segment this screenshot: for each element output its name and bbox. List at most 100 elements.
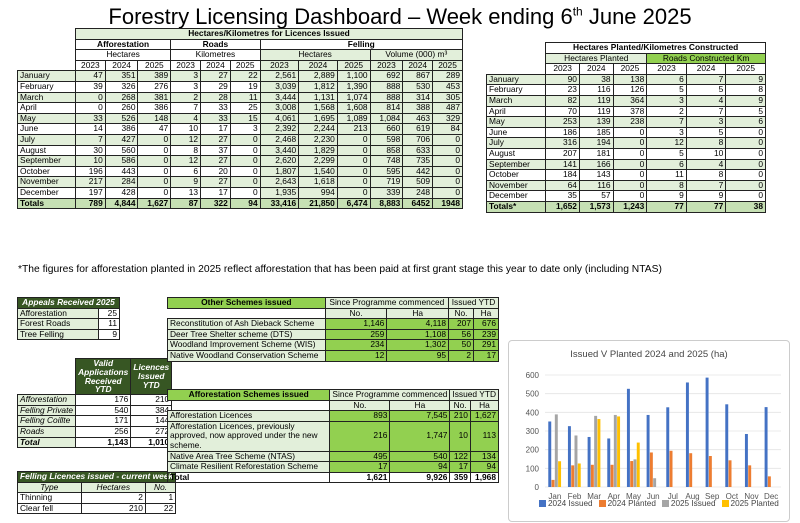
table-cell: 326 bbox=[104, 80, 139, 93]
table-cell: 291 bbox=[472, 339, 500, 351]
table-cell: 339 bbox=[369, 186, 404, 199]
table-cell: 39 bbox=[74, 80, 106, 93]
fw-h2: No. bbox=[144, 481, 177, 494]
table-cell: 2,468 bbox=[259, 133, 300, 146]
table-cell: 2,244 bbox=[298, 123, 338, 135]
felling-week-caption: Felling Licences issued - current week bbox=[16, 471, 177, 483]
table-cell: 0 bbox=[725, 147, 766, 160]
table-row: December 197 428 0 13 17 0 1,935 994 0 339 248 0 bbox=[17, 186, 463, 199]
bar-2024-planted bbox=[590, 464, 594, 487]
table-row: Native Area Tree Scheme (NTAS) 495 540 122 1… bbox=[166, 450, 500, 463]
row-label: September bbox=[17, 155, 76, 167]
row-label: August bbox=[485, 147, 547, 160]
table-cell: 30 bbox=[74, 144, 106, 157]
table-cell: 134 bbox=[469, 450, 500, 463]
table-cell: 540 bbox=[75, 404, 132, 417]
table-cell: 122 bbox=[449, 450, 471, 463]
table-cell: 540 bbox=[389, 450, 451, 463]
row-label: Native Area Tree Scheme (NTAS) bbox=[166, 450, 331, 463]
table-cell: 351 bbox=[104, 70, 139, 82]
table-cell: 9,926 bbox=[389, 471, 451, 484]
table-cell: 463 bbox=[402, 112, 434, 125]
x-tick-label: Aug bbox=[685, 492, 699, 501]
bar-2024-issued bbox=[567, 426, 571, 487]
bar-2024-issued bbox=[626, 388, 630, 487]
bar-2025-issued bbox=[574, 435, 578, 487]
other-h3: Issued YTD bbox=[448, 297, 499, 309]
table-cell: 64 bbox=[545, 179, 580, 192]
row-label: June bbox=[17, 123, 76, 135]
planted-sub2: Roads Constructed Km bbox=[646, 52, 766, 65]
table-cell: 359 bbox=[449, 471, 471, 484]
bar-2024-planted bbox=[689, 453, 693, 487]
table-cell: 138 bbox=[612, 73, 648, 86]
table-cell: 1,747 bbox=[389, 420, 451, 452]
row-label: May bbox=[485, 116, 547, 128]
other-sub3: Ha bbox=[472, 307, 500, 320]
table-cell: 0 bbox=[74, 91, 106, 104]
table-cell: 1,618 bbox=[298, 176, 338, 188]
valid-h1: Valid Applications Received YTD bbox=[75, 357, 132, 396]
table-cell: 858 bbox=[369, 144, 404, 157]
table-row: Felling Coillte 171 144 bbox=[16, 415, 173, 427]
table-cell: 1,010 bbox=[130, 436, 173, 449]
table-cell: 509 bbox=[402, 176, 434, 188]
table-cell: 234 bbox=[324, 339, 388, 351]
bar-2024-issued bbox=[548, 421, 552, 487]
bar-2024-planted bbox=[571, 465, 575, 487]
table-row: October 196 443 0 6 20 0 1,807 1,540 0 595 442 0 bbox=[17, 165, 463, 178]
bar-2024-planted bbox=[748, 465, 752, 487]
table-cell: 3 bbox=[170, 80, 202, 93]
table-cell: 4 bbox=[170, 112, 202, 125]
licences-issued-table: Hectares/Kilometres for Licences Issued … bbox=[17, 28, 464, 210]
table-cell: 272 bbox=[130, 425, 173, 438]
table-cell: 27 bbox=[200, 133, 231, 146]
row-label: February bbox=[485, 84, 547, 96]
table-cell: 495 bbox=[329, 450, 391, 463]
table-cell: 526 bbox=[104, 112, 139, 125]
table-cell: 1,302 bbox=[386, 339, 450, 351]
table-cell: 1,131 bbox=[298, 91, 338, 104]
table-cell: 888 bbox=[369, 80, 404, 93]
table-cell: 1,074 bbox=[336, 91, 371, 104]
table-cell: 0 bbox=[612, 169, 648, 181]
table-cell: 268 bbox=[104, 91, 139, 104]
table-cell: 213 bbox=[336, 123, 371, 135]
table-row: September 10 586 0 12 27 0 2,620 2,299 0 748 735 0 bbox=[17, 155, 463, 167]
table-cell: 6 bbox=[646, 73, 687, 86]
table-cell: 1,084 bbox=[369, 112, 404, 125]
table-cell: 735 bbox=[402, 155, 434, 167]
table-row: August 30 560 0 8 37 0 3,440 1,829 0 858 633 0 bbox=[17, 144, 463, 157]
bar-2024-planted bbox=[649, 452, 653, 487]
table-cell: 197 bbox=[74, 186, 106, 199]
other-sub1: Ha bbox=[386, 307, 450, 320]
table-cell: 316 bbox=[545, 137, 580, 149]
table-cell: 0 bbox=[725, 126, 766, 139]
legend-label: 2025 Planted bbox=[730, 499, 779, 508]
bar-2024-issued bbox=[764, 407, 768, 487]
table-cell: 5 bbox=[646, 147, 687, 160]
table-cell: 893 bbox=[329, 410, 391, 422]
table-cell: 17 bbox=[449, 461, 471, 473]
table-row: July 316 194 0 12 8 0 bbox=[485, 137, 766, 149]
table-cell: 12 bbox=[646, 137, 687, 149]
table-row: Roads 256 272 bbox=[16, 425, 173, 438]
table-cell: 56 bbox=[448, 328, 474, 341]
table-cell: 19 bbox=[229, 80, 261, 93]
table-row: March 0 268 381 2 28 11 3,444 1,131 1,074 888 314 30… bbox=[17, 91, 463, 104]
sub-volume: Volume (000) m³ bbox=[369, 49, 464, 61]
table-cell: 21,850 bbox=[298, 197, 338, 210]
table-cell: 6,474 bbox=[336, 197, 371, 210]
bar-2025-planted bbox=[597, 419, 601, 487]
table-cell: 0 bbox=[612, 158, 648, 171]
afforestation-schemes-table: Afforestation Schemes issued Since Progra… bbox=[166, 389, 500, 484]
table-cell: 487 bbox=[432, 102, 463, 114]
table-cell: 1,568 bbox=[298, 102, 338, 114]
row-label: Climate Resilient Reforestation Scheme bbox=[166, 461, 331, 473]
table-cell: 186 bbox=[545, 126, 580, 139]
table-row: July 7 427 0 12 27 0 2,468 2,230 0 598 706 0 bbox=[17, 133, 463, 146]
legend-swatch bbox=[661, 500, 669, 508]
table-cell: 2,889 bbox=[298, 70, 338, 82]
table-cell: 148 bbox=[137, 112, 172, 125]
table-cell: 15 bbox=[229, 112, 261, 125]
